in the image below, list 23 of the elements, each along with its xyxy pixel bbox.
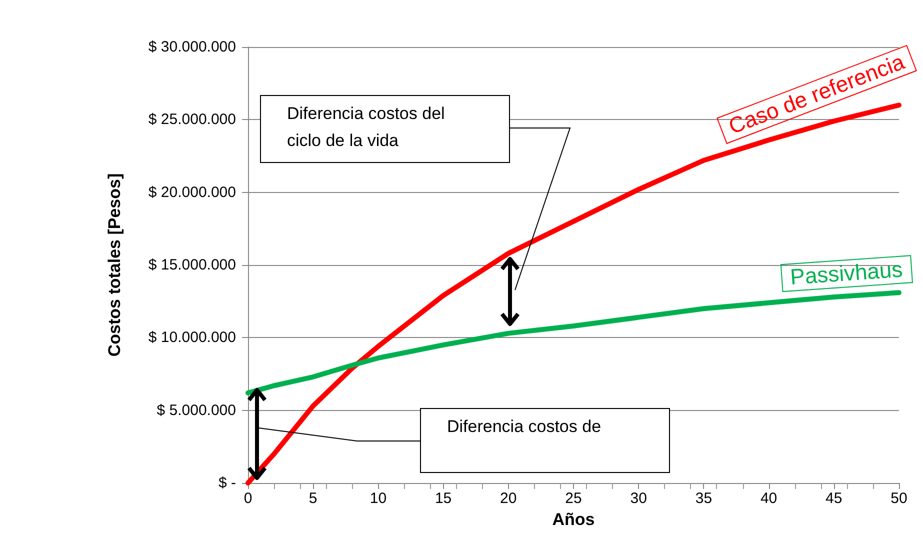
y-tick-label: $ 30.000.000 [148, 38, 236, 56]
x-tick-label: 40 [760, 490, 778, 507]
y-tick-label: $ - [218, 474, 236, 492]
x-tick-label: 50 [890, 490, 908, 507]
y-tick-label: $ 20.000.000 [148, 184, 236, 201]
y-tick-label: $ 25.000.000 [148, 111, 236, 128]
y-tick-label: $ 15.000.000 [148, 256, 236, 274]
x-tick-label: 45 [826, 490, 842, 507]
y-tick-label: $ 10.000.000 [148, 329, 236, 346]
y-tick-label: $ 5.000.000 [156, 402, 236, 419]
series-label: Passivhaus [780, 254, 913, 292]
x-tick-label: 30 [630, 490, 647, 507]
x-tick-label: 25 [565, 490, 582, 507]
annotation: Diferencia costos del ciclo de la vida [286, 103, 446, 152]
x-tick-label: 10 [370, 490, 387, 507]
x-tick-label: 0 [244, 490, 252, 507]
x-tick-label: 35 [695, 490, 712, 507]
x-tick-label: 5 [308, 490, 318, 507]
x-tick-label: 20 [500, 490, 517, 507]
x-tick-label: 15 [434, 490, 452, 507]
annotation: Diferencia costos de [446, 416, 602, 438]
y-axis-title: Costos totales [Pesos] [105, 173, 124, 357]
x-axis-title: Años [552, 510, 595, 529]
